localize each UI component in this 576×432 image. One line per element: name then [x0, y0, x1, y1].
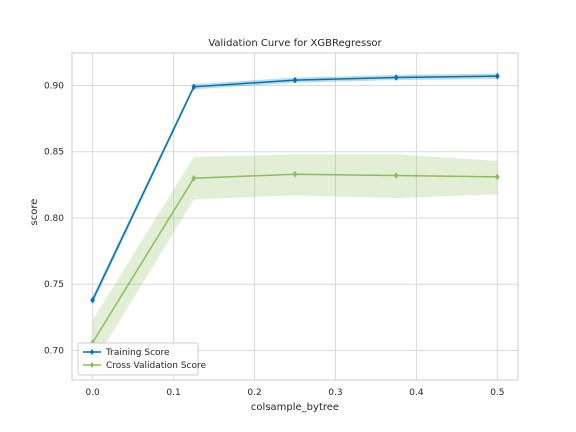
training-score-legend-marker: [89, 349, 95, 355]
x-tick-label: 0.1: [166, 388, 180, 398]
x-tick-label: 0.2: [247, 388, 261, 398]
cross-validation-score-point: [191, 174, 197, 182]
cross-validation-score-legend-marker: [89, 362, 95, 368]
y-tick-labels: 0.70 0.75 0.80 0.85 0.90: [44, 81, 64, 356]
training-score-point: [393, 74, 399, 81]
legend: Training Score Cross Validation Score: [77, 342, 207, 376]
training-score-point: [292, 76, 298, 84]
legend-box: [77, 342, 199, 376]
x-tick-label: 0.0: [85, 388, 100, 398]
y-tick-label: 0.85: [44, 148, 64, 158]
y-axis-label: score: [29, 199, 40, 226]
chart-title: Validation Curve for XGBRegressor: [208, 38, 382, 49]
training-score-legend-label: Training Score: [105, 348, 170, 358]
y-tick-label: 0.80: [44, 214, 64, 224]
x-tick-labels: 0.0 0.1 0.2 0.3 0.4 0.5: [85, 388, 504, 398]
y-tick-label: 0.75: [44, 280, 64, 290]
x-tick-label: 0.5: [490, 388, 504, 398]
cross-validation-score-legend-label: Cross Validation Score: [106, 361, 207, 371]
x-tick-label: 0.4: [409, 388, 424, 398]
x-axis-label: colsample_bytree: [251, 402, 339, 413]
cross-validation-score-band: [92, 154, 498, 366]
cross-validation-score-point: [494, 173, 500, 181]
score-bands: [92, 73, 498, 366]
y-tick-label: 0.70: [44, 346, 64, 356]
grid: [72, 53, 518, 380]
plot-frame: [71, 52, 519, 381]
cross-validation-score-point: [393, 172, 399, 179]
y-tick-label: 0.90: [44, 81, 64, 91]
x-tick-label: 0.3: [328, 388, 342, 398]
cross-validation-score-point: [292, 170, 298, 178]
training-score-point: [90, 296, 96, 304]
training-score-point: [494, 72, 500, 80]
training-score-point: [191, 83, 197, 91]
